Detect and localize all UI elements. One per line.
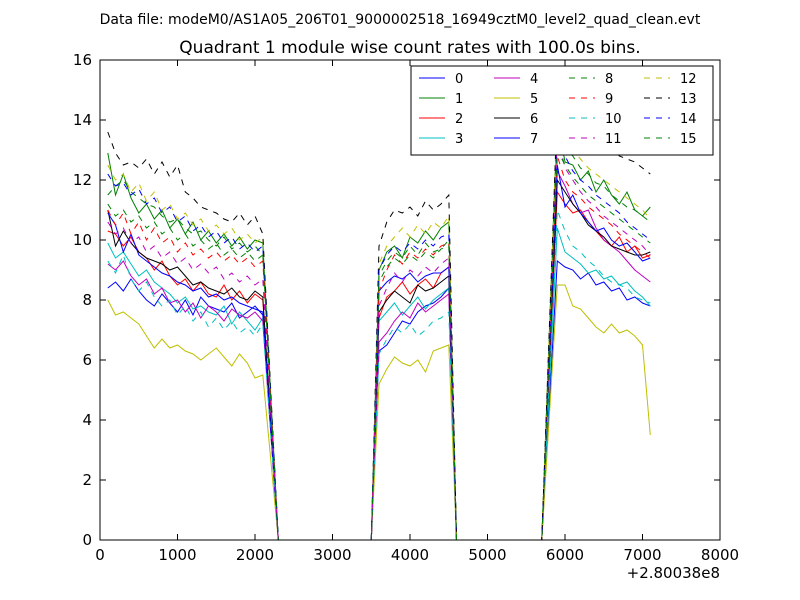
legend-label-14: 14 <box>680 112 697 127</box>
legend-label-9: 9 <box>605 92 613 107</box>
legend-label-8: 8 <box>605 72 613 87</box>
series-line-15 <box>107 148 651 541</box>
x-tick-label: 8000 <box>701 546 739 564</box>
legend-label-7: 7 <box>530 132 538 147</box>
legend-label-12: 12 <box>680 72 697 87</box>
x-tick-label: 7000 <box>623 546 661 564</box>
series-line-9 <box>107 155 651 541</box>
legend-label-15: 15 <box>680 132 697 147</box>
x-tick-label: 4000 <box>391 546 429 564</box>
legend-label-11: 11 <box>605 132 622 147</box>
x-tick-label: 5000 <box>468 546 506 564</box>
axis-labels: 0 1000 2000 3000 4000 5000 6000 7000 80000246810… <box>73 51 739 564</box>
x-tick-label: 2000 <box>236 546 274 564</box>
figure-suptitle: Data file: modeM0/AS1A05_206T01_90000025… <box>100 12 701 28</box>
legend-label-10: 10 <box>605 112 622 127</box>
legend-label-13: 13 <box>680 92 697 107</box>
plot-frame <box>99 59 721 541</box>
y-tick-label: 6 <box>82 351 92 369</box>
series-line-6 <box>107 178 651 541</box>
series-layer <box>107 104 651 541</box>
legend-box <box>410 65 714 156</box>
series-line-10 <box>107 209 651 541</box>
x-tick-label: 6000 <box>546 546 584 564</box>
series-line-5 <box>107 284 651 541</box>
x-tick-label: 1000 <box>158 546 196 564</box>
legend-label-0: 0 <box>455 72 463 87</box>
y-tick-label: 0 <box>82 531 92 549</box>
legend-label-3: 3 <box>455 132 463 147</box>
y-tick-label: 4 <box>82 411 92 429</box>
y-tick-label: 10 <box>73 231 92 249</box>
x-tick-label: 0 <box>95 546 105 564</box>
legend-label-1: 1 <box>455 92 463 107</box>
y-tick-label: 14 <box>73 111 92 129</box>
y-tick-label: 8 <box>82 291 92 309</box>
series-line-11 <box>107 134 651 541</box>
series-line-14 <box>107 142 651 541</box>
series-line-1 <box>107 119 651 541</box>
series-line-7 <box>107 164 651 541</box>
legend-label-5: 5 <box>530 92 538 107</box>
legend-label-2: 2 <box>455 112 463 127</box>
series-line-13 <box>107 104 651 541</box>
chart-title: Quadrant 1 module wise count rates with … <box>179 38 640 58</box>
legend-label-6: 6 <box>530 112 538 127</box>
y-tick-label: 12 <box>73 171 92 189</box>
series-line-12 <box>107 115 651 541</box>
y-tick-label: 2 <box>82 471 92 489</box>
x-axis-offset-label: +2.80038e8 <box>627 564 720 582</box>
series-line-3 <box>107 227 651 541</box>
x-tick-label: 3000 <box>313 546 351 564</box>
legend-label-4: 4 <box>530 72 538 87</box>
y-tick-label: 16 <box>73 51 92 69</box>
series-line-8 <box>107 113 651 541</box>
